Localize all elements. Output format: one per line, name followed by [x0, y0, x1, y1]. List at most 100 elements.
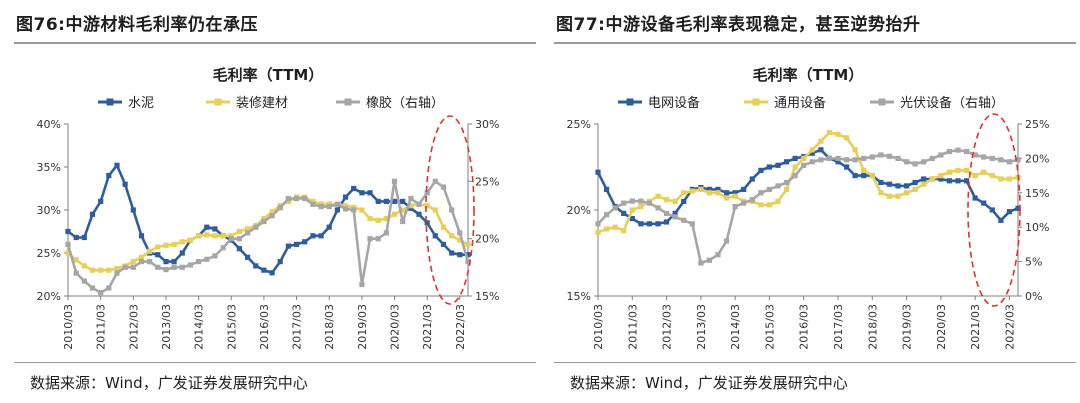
- data-point: [310, 201, 316, 207]
- bottom-rule: [554, 362, 1076, 363]
- data-point: [212, 253, 218, 259]
- data-point: [334, 201, 340, 207]
- data-point: [861, 167, 867, 173]
- data-point: [106, 173, 112, 179]
- data-point: [73, 270, 79, 276]
- title-rule: [554, 42, 1076, 44]
- data-point: [440, 224, 447, 230]
- data-point: [741, 186, 747, 192]
- data-point: [375, 217, 381, 223]
- data-point: [681, 217, 687, 223]
- x-tick-label: 2011/03: [95, 304, 108, 350]
- legend-swatch-marker: [214, 98, 222, 106]
- data-point: [595, 169, 601, 175]
- data-point: [359, 190, 365, 196]
- x-tick-label: 2019/03: [356, 304, 369, 350]
- data-point: [359, 207, 365, 213]
- data-point: [1006, 176, 1012, 182]
- data-point: [715, 186, 721, 192]
- data-point: [114, 162, 120, 168]
- data-point: [383, 230, 389, 236]
- data-point: [228, 236, 234, 242]
- data-point: [130, 259, 136, 265]
- data-point: [715, 190, 721, 196]
- data-point: [758, 190, 764, 196]
- data-point: [638, 221, 644, 227]
- data-point: [73, 257, 79, 263]
- x-tick-label: 2012/03: [661, 304, 674, 350]
- data-point: [138, 259, 145, 265]
- data-point: [318, 233, 324, 239]
- data-point: [869, 154, 875, 160]
- y-left-tick-label: 15%: [567, 290, 591, 303]
- data-point: [204, 232, 210, 238]
- x-tick-label: 2010/03: [62, 304, 75, 350]
- data-point: [294, 195, 300, 202]
- data-point: [989, 207, 995, 213]
- data-point: [367, 216, 373, 222]
- figure-number: 图76:: [16, 15, 66, 35]
- data-point: [343, 203, 349, 209]
- data-point: [784, 179, 790, 186]
- data-point: [465, 252, 471, 258]
- data-point: [424, 203, 430, 209]
- data-point: [187, 237, 193, 243]
- data-point: [1015, 157, 1021, 163]
- data-point: [457, 230, 463, 236]
- data-point: [972, 195, 978, 201]
- data-point: [706, 257, 712, 263]
- data-point: [938, 176, 944, 182]
- data-point: [844, 164, 850, 170]
- figure-77: 图77:中游设备毛利率表现稳定，甚至逆势抬升 毛利率（TTM） 电网设备 通用设备 光…: [546, 0, 1076, 403]
- data-point: [432, 207, 438, 213]
- x-tick-label: 2015/03: [225, 304, 238, 350]
- data-point: [664, 210, 670, 216]
- data-point: [852, 147, 858, 153]
- data-point: [261, 216, 267, 222]
- data-point: [440, 184, 447, 190]
- data-point: [775, 162, 781, 168]
- data-point: [655, 205, 661, 211]
- data-point: [655, 193, 661, 199]
- data-point: [236, 246, 242, 252]
- data-point: [766, 202, 772, 208]
- y-left-tick-label: 35%: [37, 161, 61, 174]
- data-point: [310, 198, 316, 204]
- y-left-tick-label: 20%: [37, 290, 61, 303]
- chart-77: 毛利率（TTM） 电网设备 通用设备 光伏设备（右轴） 15% 20% 25% 0% 5% 10%…: [567, 66, 1050, 350]
- data-point: [724, 190, 730, 196]
- data-point: [758, 167, 764, 173]
- legend-swatch-marker: [626, 98, 634, 106]
- y-left-tick-label: 25%: [37, 247, 61, 260]
- data-point: [878, 152, 884, 158]
- data-point: [972, 152, 978, 158]
- data-point: [81, 278, 87, 284]
- legend-swatch-marker: [344, 98, 352, 106]
- data-point: [253, 263, 259, 269]
- data-point: [228, 233, 234, 239]
- data-point: [236, 236, 242, 242]
- y-left-tick-label: 40%: [37, 118, 61, 131]
- data-point: [792, 173, 798, 179]
- data-point: [147, 248, 153, 254]
- data-point: [179, 264, 185, 270]
- data-point: [106, 285, 112, 291]
- data-point: [835, 155, 841, 161]
- data-point: [326, 224, 332, 230]
- data-point: [465, 259, 471, 265]
- data-point: [122, 181, 128, 187]
- data-point: [698, 260, 704, 266]
- data-point: [775, 183, 781, 189]
- data-point: [801, 162, 807, 168]
- data-point: [383, 198, 389, 204]
- legend-label: 电网设备: [648, 95, 700, 111]
- data-point: [604, 186, 610, 192]
- data-point: [595, 229, 601, 235]
- data-point: [964, 167, 970, 173]
- x-tick-label: 2022/03: [454, 304, 467, 350]
- data-point: [236, 228, 242, 235]
- data-point: [367, 190, 373, 196]
- legend-swatch-marker: [752, 98, 760, 106]
- data-point: [432, 178, 438, 184]
- x-tick-label: 2016/03: [798, 304, 811, 350]
